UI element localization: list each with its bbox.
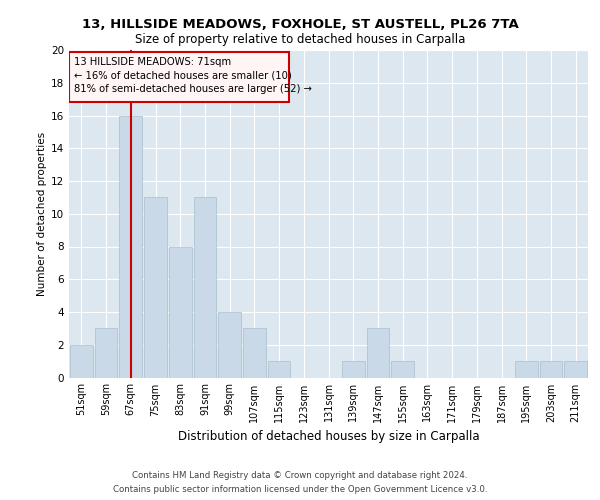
Bar [194,198,216,378]
Bar [515,361,538,378]
FancyBboxPatch shape [70,52,289,102]
Bar [169,246,191,378]
Text: 81% of semi-detached houses are larger (52) →: 81% of semi-detached houses are larger (… [74,84,312,94]
Bar [342,361,365,378]
Bar [70,345,93,378]
Bar [564,361,587,378]
Text: Size of property relative to detached houses in Carpalla: Size of property relative to detached ho… [135,32,465,46]
Text: ← 16% of detached houses are smaller (10): ← 16% of detached houses are smaller (10… [74,70,292,81]
Y-axis label: Number of detached properties: Number of detached properties [37,132,47,296]
Bar [119,116,142,378]
Bar [144,198,167,378]
X-axis label: Distribution of detached houses by size in Carpalla: Distribution of detached houses by size … [178,430,479,443]
Bar [268,361,290,378]
Bar [391,361,414,378]
Bar [95,328,118,378]
Bar [367,328,389,378]
Bar [539,361,562,378]
Text: 13 HILLSIDE MEADOWS: 71sqm: 13 HILLSIDE MEADOWS: 71sqm [74,58,231,68]
Bar [243,328,266,378]
Text: 13, HILLSIDE MEADOWS, FOXHOLE, ST AUSTELL, PL26 7TA: 13, HILLSIDE MEADOWS, FOXHOLE, ST AUSTEL… [82,18,518,30]
Text: Contains HM Land Registry data © Crown copyright and database right 2024.
Contai: Contains HM Land Registry data © Crown c… [113,472,487,494]
Bar [218,312,241,378]
